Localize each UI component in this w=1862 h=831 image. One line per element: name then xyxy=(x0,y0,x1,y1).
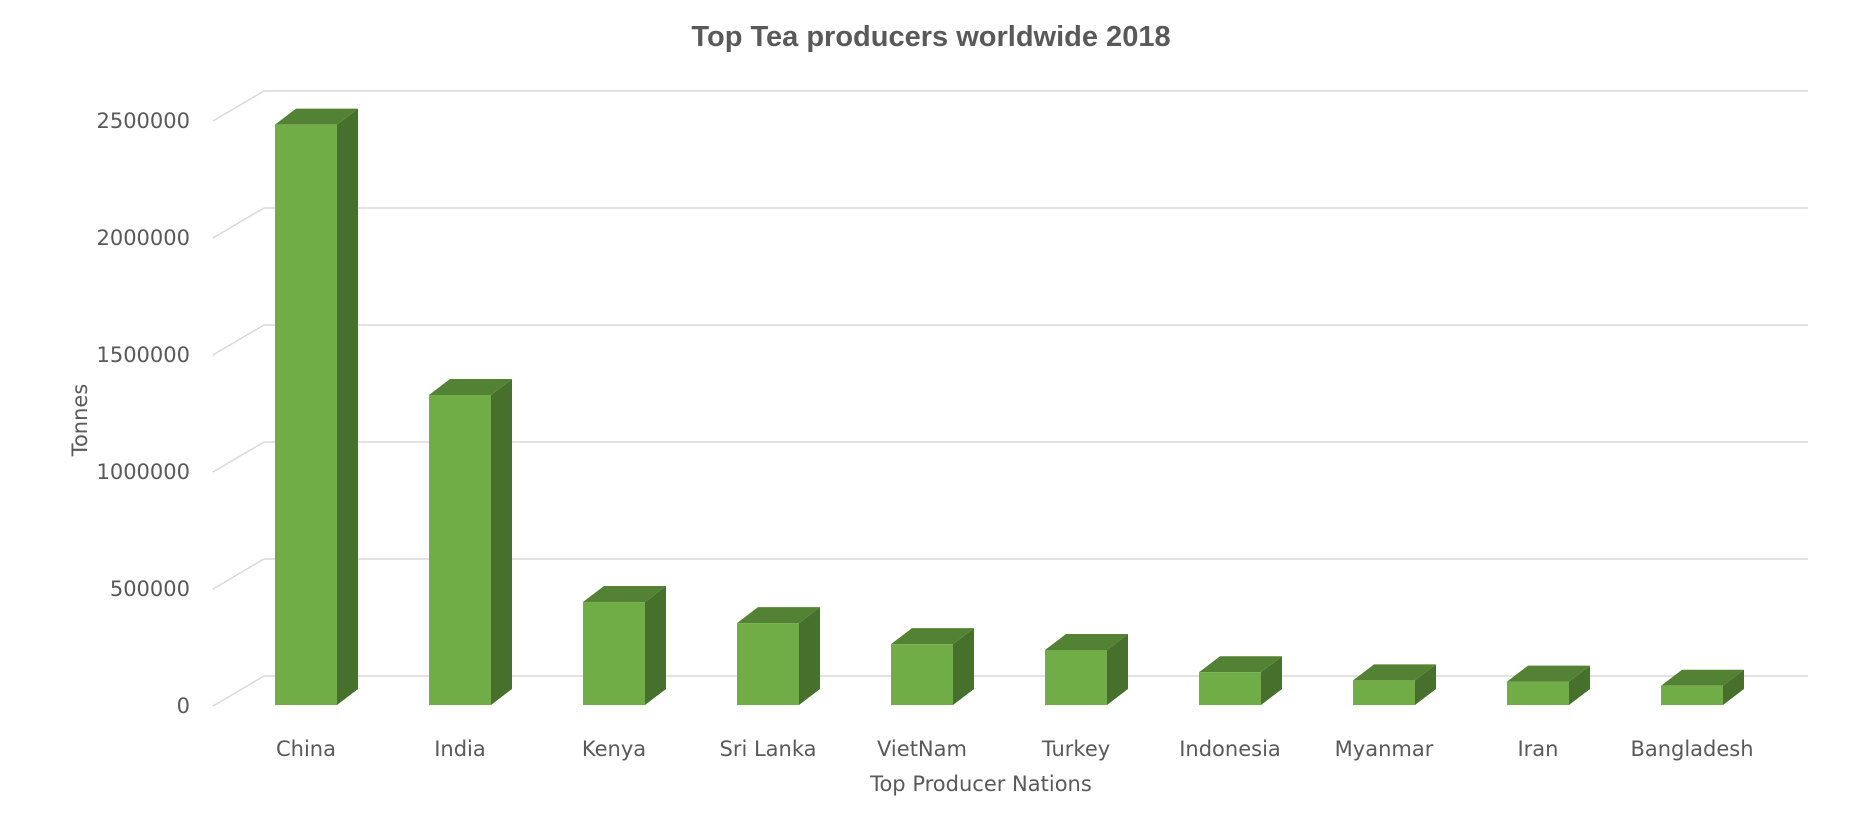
x-tick-label: Bangladesh xyxy=(1630,737,1753,761)
bar-side-face xyxy=(491,378,512,705)
x-tick-label: Iran xyxy=(1517,737,1558,761)
x-tick-label: Sri Lanka xyxy=(719,737,816,761)
x-tick-label: China xyxy=(276,737,336,761)
x-axis-title: Top Producer Nations xyxy=(869,772,1092,796)
bar-front-face xyxy=(1199,672,1261,705)
x-axis-tick-labels: China India Kenya Sri Lanka VietNam Turkey Ind… xyxy=(276,737,1754,761)
bar-top-face xyxy=(1661,669,1744,686)
bar-front-face xyxy=(891,644,953,705)
x-tick-label: Myanmar xyxy=(1335,737,1434,761)
bar-top-face xyxy=(429,378,512,395)
bar-front-face xyxy=(1661,685,1723,705)
bar-top-face xyxy=(891,628,974,645)
bar-top-face xyxy=(1353,664,1436,681)
bar-front-face xyxy=(1045,650,1107,705)
bar-side-face xyxy=(799,607,820,705)
gridline-depth xyxy=(212,207,265,239)
x-tick-label: Kenya xyxy=(582,737,646,761)
gridline-depth xyxy=(212,558,265,590)
y-axis-title: Tonnes xyxy=(68,384,92,458)
gridlines xyxy=(212,90,1808,707)
bar-top-face xyxy=(583,586,666,603)
bar-side-face xyxy=(953,628,974,705)
bar-top-face xyxy=(1199,656,1282,673)
gridline-depth xyxy=(212,675,265,707)
bar-top-face xyxy=(275,108,358,125)
bar-front-face xyxy=(737,623,799,705)
bar xyxy=(1353,664,1436,705)
bars xyxy=(275,108,1744,706)
x-tick-label: Turkey xyxy=(1041,737,1110,761)
y-tick-label: 2000000 xyxy=(96,226,190,250)
bar-side-face xyxy=(1415,664,1436,705)
bar xyxy=(737,607,820,705)
bar-side-face xyxy=(337,108,358,706)
bar xyxy=(1507,665,1590,705)
bar-front-face xyxy=(429,394,491,705)
bar-front-face xyxy=(1507,681,1569,705)
gridline-depth xyxy=(212,90,265,122)
y-tick-label: 1500000 xyxy=(96,343,190,367)
bar xyxy=(1199,656,1282,705)
x-tick-label: VietNam xyxy=(877,737,967,761)
bar xyxy=(583,586,666,705)
bar-side-face xyxy=(1569,665,1590,705)
bar-side-face xyxy=(645,586,666,705)
x-tick-label: Indonesia xyxy=(1179,737,1281,761)
bar xyxy=(1045,634,1128,705)
y-tick-label: 2500000 xyxy=(96,109,190,133)
bar-side-face xyxy=(1261,656,1282,705)
bar-top-face xyxy=(1045,634,1128,651)
y-axis-tick-labels: 0 500000 1000000 1500000 2000000 2500000 xyxy=(96,109,190,718)
y-tick-label: 0 xyxy=(177,694,190,718)
chart-title: Top Tea producers worldwide 2018 xyxy=(691,21,1170,53)
bar xyxy=(275,108,358,706)
y-tick-label: 1000000 xyxy=(96,460,190,484)
y-tick-label: 500000 xyxy=(110,577,190,601)
gridline-depth xyxy=(212,324,265,356)
x-tick-label: India xyxy=(434,737,486,761)
bar xyxy=(1661,669,1744,705)
bar-top-face xyxy=(1507,665,1590,682)
bar-front-face xyxy=(275,124,337,706)
gridline-depth xyxy=(212,441,265,473)
bar xyxy=(891,628,974,705)
bar-side-face xyxy=(1107,634,1128,705)
bar-front-face xyxy=(583,602,645,705)
bar xyxy=(429,378,512,705)
bar-front-face xyxy=(1353,680,1415,705)
bar-side-face xyxy=(1723,669,1744,705)
bar-top-face xyxy=(737,607,820,624)
